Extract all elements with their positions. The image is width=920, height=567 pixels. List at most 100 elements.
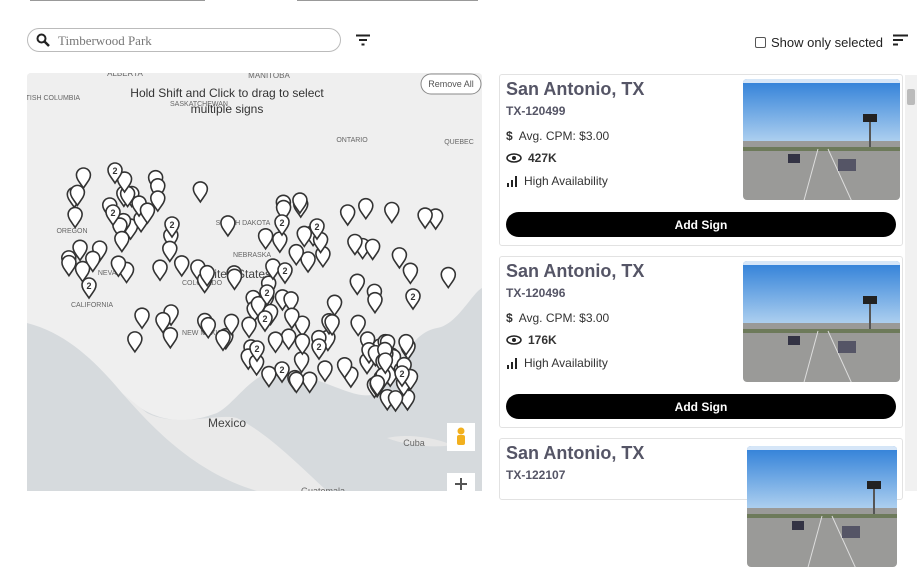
map-pin[interactable] — [61, 254, 77, 278]
map-pin[interactable] — [116, 171, 133, 194]
map-pin[interactable] — [110, 255, 127, 278]
map-pin[interactable] — [324, 314, 340, 337]
map-pin[interactable] — [336, 356, 353, 380]
availability: High Availability — [524, 356, 608, 370]
scrollbar[interactable] — [905, 75, 917, 491]
map-pin[interactable] — [358, 197, 374, 221]
map-pin[interactable] — [257, 228, 274, 251]
map-pin[interactable] — [326, 294, 343, 317]
map-pin[interactable] — [200, 316, 217, 340]
card-id: TX-122107 — [506, 468, 566, 482]
map-pin[interactable] — [241, 316, 257, 339]
map-pin[interactable] — [283, 291, 299, 314]
map-pin[interactable] — [301, 371, 318, 394]
add-sign-button[interactable]: Add Sign — [506, 212, 896, 237]
map-pin[interactable] — [384, 201, 400, 224]
sign-card[interactable]: San Antonio, TX TX-120496 $ Avg. CPM: $3.… — [499, 256, 903, 428]
map-pin[interactable] — [223, 313, 240, 336]
add-sign-button[interactable]: Add Sign — [506, 394, 896, 419]
map-pin[interactable] — [162, 240, 178, 263]
map-pin[interactable] — [215, 329, 231, 352]
map-pin[interactable] — [155, 311, 171, 335]
pin-shape — [139, 202, 156, 225]
map-pin[interactable] — [300, 251, 316, 274]
map-pin[interactable] — [317, 360, 333, 383]
map-pin[interactable]: 2 — [277, 262, 293, 285]
map-pin[interactable] — [75, 167, 92, 190]
map-pin[interactable] — [152, 259, 168, 282]
show-selected-checkbox[interactable]: Show only selected — [755, 35, 883, 50]
map-pin[interactable]: 2 — [107, 162, 123, 185]
map-pin[interactable] — [398, 333, 414, 357]
remove-all-button[interactable] — [420, 73, 482, 95]
map-pin[interactable]: 2 — [249, 340, 265, 363]
sign-card[interactable]: San Antonio, TX TX-120499 $ Avg. CPM: $3.… — [499, 74, 903, 246]
map-pin[interactable]: 2 — [405, 288, 421, 311]
remove-all-label[interactable]: Remove All — [428, 79, 474, 89]
map-pin[interactable] — [74, 260, 91, 284]
map-pin[interactable] — [350, 314, 366, 337]
map-pin[interactable] — [294, 315, 311, 338]
map-pin[interactable] — [367, 291, 383, 315]
map-pin[interactable] — [377, 352, 394, 375]
map-pin[interactable] — [114, 230, 130, 253]
map-pin[interactable] — [417, 207, 433, 230]
map-pin[interactable]: 2 — [164, 216, 180, 239]
map-pin[interactable] — [347, 233, 363, 256]
map-pin[interactable]: 2 — [274, 361, 290, 384]
map-pin[interactable] — [192, 181, 209, 204]
map-pin[interactable] — [402, 262, 419, 285]
map-pin[interactable] — [199, 264, 215, 288]
map-pin[interactable] — [275, 199, 292, 222]
map-pin[interactable] — [364, 238, 381, 261]
map-pin[interactable] — [296, 225, 313, 248]
map-pin[interactable]: 2 — [274, 214, 290, 237]
map-pin[interactable] — [280, 328, 297, 351]
map-pin[interactable] — [339, 204, 356, 227]
map-pin[interactable] — [288, 371, 305, 394]
sort-icon[interactable] — [893, 34, 908, 46]
map-pin[interactable] — [162, 326, 179, 350]
map-pin[interactable]: 2 — [257, 310, 273, 333]
checkbox[interactable] — [755, 37, 766, 48]
map-pin[interactable] — [84, 250, 101, 273]
map-pin[interactable]: 2 — [81, 277, 97, 300]
map-pin[interactable] — [139, 202, 156, 225]
map-pin[interactable] — [220, 215, 236, 238]
map-pin[interactable] — [112, 217, 128, 240]
map-pin[interactable] — [67, 206, 83, 229]
map-pin[interactable] — [267, 331, 284, 354]
map-pin[interactable] — [294, 333, 311, 356]
map-pin[interactable] — [72, 239, 88, 262]
pin-shape — [192, 181, 209, 204]
map-pin[interactable] — [387, 390, 404, 413]
filter-icon[interactable] — [356, 34, 370, 46]
map-pin[interactable] — [149, 190, 166, 213]
map[interactable]: Remove All Hold Shift and Click to drag … — [27, 73, 482, 491]
map-pin[interactable]: 2 — [105, 204, 121, 227]
map-pin[interactable]: 2 — [259, 284, 275, 307]
map-pin[interactable] — [391, 247, 408, 270]
map-pin[interactable] — [288, 243, 305, 267]
map-pin[interactable] — [173, 255, 190, 278]
map-pin[interactable] — [261, 365, 277, 388]
map-pin[interactable] — [134, 307, 150, 330]
map-pin[interactable]: 2 — [309, 218, 325, 241]
map-pin[interactable] — [369, 374, 386, 397]
map-pin[interactable] — [69, 184, 86, 207]
search-box[interactable]: Timberwood Park — [27, 28, 341, 52]
availability: High Availability — [524, 174, 608, 188]
scroll-thumb[interactable] — [907, 89, 915, 105]
pin-shape — [200, 316, 217, 340]
map-pin[interactable] — [349, 273, 366, 296]
map-pin[interactable]: 2 — [394, 365, 410, 388]
map-pin[interactable] — [149, 178, 166, 201]
cluster-count: 2 — [314, 222, 319, 232]
map-pin[interactable] — [440, 266, 457, 290]
map-pin[interactable] — [292, 192, 308, 215]
lane-line — [803, 330, 852, 382]
map-pin[interactable] — [284, 307, 300, 330]
map-pin[interactable] — [127, 331, 143, 354]
map-pin[interactable] — [226, 268, 243, 291]
map-pin[interactable]: 2 — [311, 338, 327, 361]
